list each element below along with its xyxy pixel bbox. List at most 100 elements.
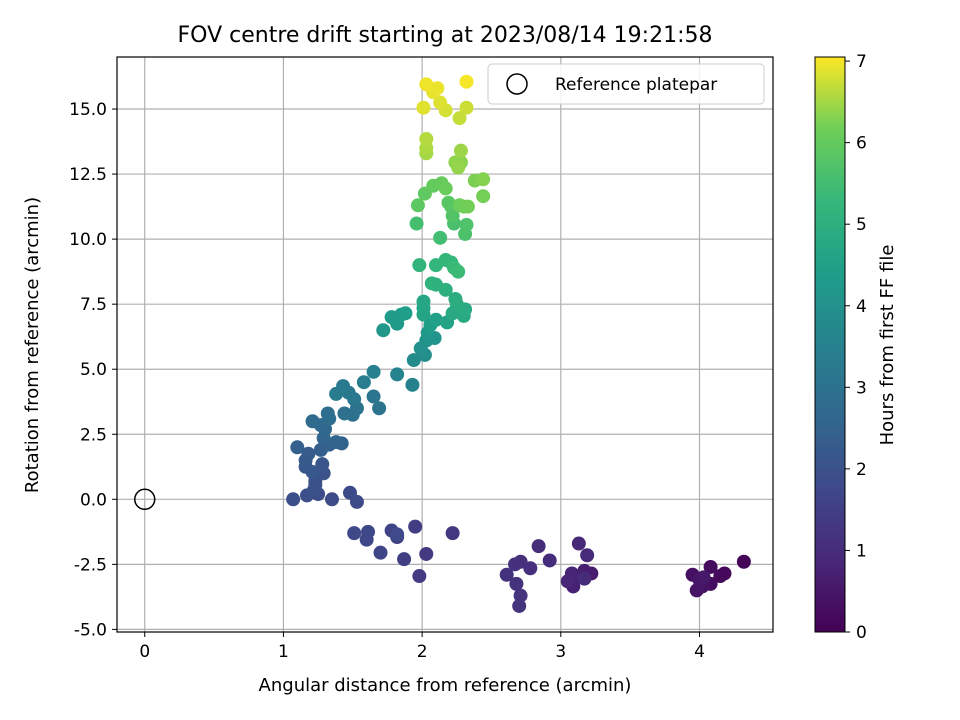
data-point	[398, 306, 413, 321]
data-point	[460, 199, 475, 214]
data-point	[703, 559, 718, 574]
data-point	[453, 143, 468, 158]
data-point	[329, 435, 344, 450]
data-point	[499, 567, 514, 582]
data-point	[445, 526, 460, 541]
grid-lines	[117, 57, 773, 632]
legend-box	[487, 63, 765, 105]
data-point	[560, 574, 575, 589]
data-point	[356, 375, 371, 390]
legend-label: Reference platepar	[555, 75, 717, 95]
data-point	[320, 406, 335, 421]
y-axis-ticks: -5.0 -2.5 0.0 2.5 5.0 7.5 10.0 12.5 15.0	[69, 100, 117, 640]
data-point	[412, 258, 427, 273]
y-tick-label: 5.0	[80, 360, 107, 380]
data-point	[430, 81, 445, 96]
data-point	[405, 377, 420, 392]
data-point	[577, 571, 592, 586]
data-point	[419, 77, 434, 92]
data-point	[419, 546, 434, 561]
data-point	[513, 588, 528, 603]
colorbar-tick-label: 0	[856, 623, 867, 643]
colorbar-gradient	[814, 56, 846, 633]
data-point	[397, 552, 412, 567]
data-point	[459, 74, 474, 89]
data-point	[736, 554, 751, 569]
data-point	[424, 276, 439, 291]
data-point	[441, 195, 456, 210]
colorbar-tick-label: 3	[856, 378, 867, 398]
data-point	[315, 457, 330, 472]
data-points	[286, 74, 751, 613]
data-point	[409, 216, 424, 231]
y-tick-label: -5.0	[74, 620, 107, 640]
colorbar-tick-label: 7	[856, 52, 867, 72]
data-point	[438, 181, 453, 196]
y-tick-label: 2.5	[80, 425, 107, 445]
data-point	[713, 569, 728, 584]
data-point	[366, 364, 381, 379]
y-tick-label: 15.0	[69, 100, 107, 120]
colorbar-tick-label: 4	[856, 297, 867, 317]
data-point	[286, 492, 301, 507]
y-tick-label: 10.0	[69, 230, 107, 250]
data-point	[459, 100, 474, 115]
data-point	[324, 492, 339, 507]
data-point	[376, 323, 391, 338]
data-point	[419, 131, 434, 146]
data-point	[448, 291, 463, 306]
data-point	[410, 198, 425, 213]
y-tick-label: 7.5	[80, 295, 107, 315]
y-axis-label: Rotation from reference (arcmin)	[22, 197, 43, 493]
data-point	[373, 545, 388, 560]
data-point	[329, 386, 344, 401]
data-point	[366, 389, 381, 404]
colorbar: 0 1 2 3 4 5 6 7 Hours from first FF file	[814, 52, 898, 643]
x-tick-label: 3	[555, 642, 566, 662]
plot-frame	[116, 56, 774, 633]
data-point	[361, 524, 376, 539]
data-point	[290, 440, 305, 455]
data-point	[571, 536, 586, 551]
data-point	[390, 367, 405, 382]
colorbar-tick-label: 6	[856, 134, 867, 154]
data-point	[531, 539, 546, 554]
data-point	[433, 230, 448, 245]
data-point	[349, 494, 364, 509]
legend-marker	[506, 73, 528, 95]
data-point	[451, 264, 466, 279]
data-point	[301, 446, 316, 461]
data-point	[696, 570, 711, 585]
y-tick-label: 12.5	[69, 165, 107, 185]
y-tick-label: 0.0	[80, 490, 107, 510]
x-axis-ticks: 0 1 2 3 4	[139, 632, 705, 662]
x-tick-label: 2	[417, 642, 428, 662]
data-point	[412, 569, 427, 584]
data-point	[305, 464, 320, 479]
data-point	[459, 217, 474, 232]
data-point	[416, 294, 431, 309]
data-point	[347, 526, 362, 541]
x-axis-label: Angular distance from reference (arcmin)	[259, 675, 632, 696]
colorbar-tick-label: 1	[856, 541, 867, 561]
data-point	[433, 95, 448, 110]
data-point	[508, 557, 523, 572]
x-tick-label: 0	[139, 642, 150, 662]
x-tick-label: 4	[694, 642, 705, 662]
data-point	[542, 553, 557, 568]
data-point	[428, 312, 443, 327]
colorbar-label: Hours from first FF file	[877, 245, 898, 446]
colorbar-ticks: 0 1 2 3 4 5 6 7	[845, 52, 867, 643]
chart-title: FOV centre drift starting at 2023/08/14 …	[178, 23, 713, 48]
reference-platepar-marker	[133, 488, 156, 511]
x-tick-label: 1	[278, 642, 289, 662]
data-point	[408, 519, 423, 534]
data-point	[452, 111, 467, 126]
data-point	[580, 548, 595, 563]
data-point	[390, 527, 405, 542]
data-point	[476, 172, 491, 187]
data-point	[416, 100, 431, 115]
data-point	[512, 598, 527, 613]
legend: Reference platepar	[487, 63, 765, 105]
